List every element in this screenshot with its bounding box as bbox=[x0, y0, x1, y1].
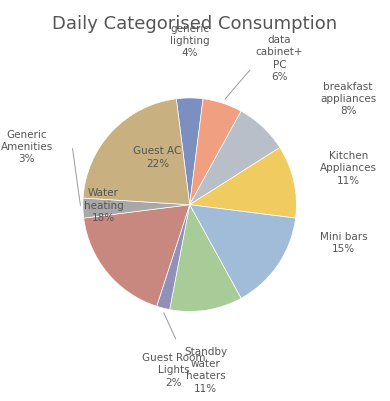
Wedge shape bbox=[83, 99, 190, 205]
Wedge shape bbox=[190, 99, 241, 205]
Text: Water
heating
18%: Water heating 18% bbox=[84, 188, 124, 223]
Wedge shape bbox=[190, 112, 280, 205]
Text: Standby
water
heaters
11%: Standby water heaters 11% bbox=[184, 346, 227, 393]
Title: Daily Categorised Consumption: Daily Categorised Consumption bbox=[52, 15, 338, 33]
Wedge shape bbox=[157, 205, 190, 310]
Text: breakfast
appliances
8%: breakfast appliances 8% bbox=[320, 81, 376, 116]
Wedge shape bbox=[83, 198, 190, 219]
Text: Guest AC
22%: Guest AC 22% bbox=[133, 146, 182, 168]
Text: Generic
Amenities
3%: Generic Amenities 3% bbox=[1, 129, 53, 164]
Text: generic
lighting
4%: generic lighting 4% bbox=[170, 24, 209, 58]
Wedge shape bbox=[190, 148, 296, 219]
Text: data
cabinet+
PC
6%: data cabinet+ PC 6% bbox=[256, 34, 303, 82]
Text: Kitchen
Appliances
11%: Kitchen Appliances 11% bbox=[320, 150, 377, 185]
Wedge shape bbox=[176, 99, 203, 205]
Wedge shape bbox=[170, 205, 241, 312]
Wedge shape bbox=[84, 205, 190, 306]
Text: Guest Room
Lights
2%: Guest Room Lights 2% bbox=[142, 352, 206, 387]
Wedge shape bbox=[190, 205, 296, 298]
Text: Mini bars
15%: Mini bars 15% bbox=[320, 231, 367, 254]
